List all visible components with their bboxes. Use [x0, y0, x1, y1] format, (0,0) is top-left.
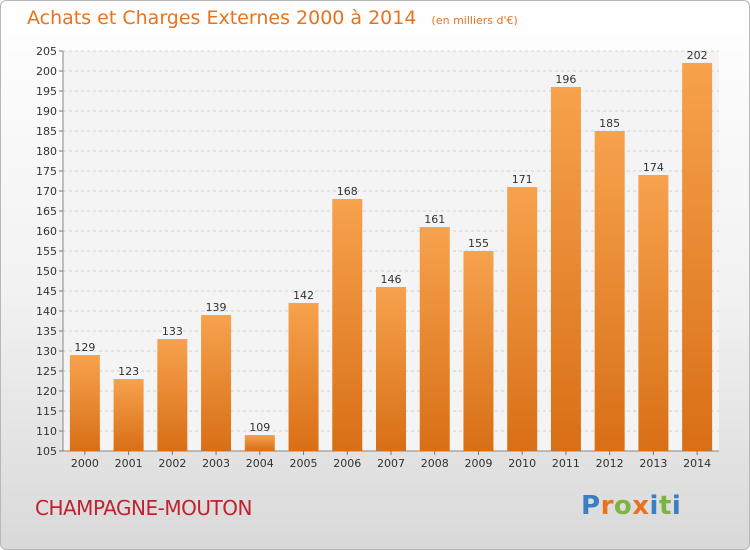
bar: [201, 315, 232, 451]
y-tick-label: 165: [36, 205, 57, 218]
data-label: 133: [162, 325, 183, 338]
x-tick-label: 2007: [377, 457, 405, 470]
logo-letter: i: [671, 491, 682, 521]
bar: [638, 175, 669, 451]
x-tick-label: 2004: [246, 457, 274, 470]
data-label: 139: [206, 301, 227, 314]
y-tick-label: 160: [36, 225, 57, 238]
location-label: CHAMPAGNE-MOUTON: [35, 496, 252, 520]
bar: [69, 355, 100, 451]
data-label: 109: [249, 421, 270, 434]
data-label: 168: [337, 185, 358, 198]
bar: [463, 251, 494, 451]
y-tick-label: 120: [36, 385, 57, 398]
proxiti-logo: Proxiti: [581, 491, 681, 521]
x-tick-label: 2006: [333, 457, 361, 470]
y-tick-label: 200: [36, 65, 57, 78]
data-label: 202: [687, 49, 708, 62]
y-tick-label: 175: [36, 165, 57, 178]
data-label: 146: [381, 273, 402, 286]
y-tick-label: 115: [36, 405, 57, 418]
logo-letter: t: [658, 491, 672, 521]
data-label: 123: [118, 365, 139, 378]
bar: [507, 187, 538, 451]
x-tick-label: 2011: [552, 457, 580, 470]
bar: [419, 227, 450, 451]
y-tick-label: 195: [36, 85, 57, 98]
data-label: 142: [293, 289, 314, 302]
bar: [594, 131, 625, 451]
y-tick-label: 140: [36, 305, 57, 318]
bar: [157, 339, 188, 451]
data-label: 161: [424, 213, 445, 226]
x-tick-label: 2000: [71, 457, 99, 470]
chart-unit: (en milliers d'€): [431, 14, 518, 27]
y-tick-label: 170: [36, 185, 57, 198]
bar: [288, 303, 319, 451]
x-tick-label: 2009: [464, 457, 492, 470]
x-tick-label: 2003: [202, 457, 230, 470]
data-label: 185: [599, 117, 620, 130]
chart-title: Achats et Charges Externes 2000 à 2014: [27, 7, 417, 29]
x-tick-label: 2014: [683, 457, 711, 470]
y-tick-label: 110: [36, 425, 57, 438]
data-label: 155: [468, 237, 489, 250]
y-tick-label: 105: [36, 445, 57, 458]
x-tick-label: 2013: [639, 457, 667, 470]
logo-letter: P: [581, 491, 601, 521]
logo-letter: o: [613, 491, 633, 521]
data-label: 129: [74, 341, 95, 354]
y-tick-label: 185: [36, 125, 57, 138]
bar: [376, 287, 406, 451]
y-tick-label: 180: [36, 145, 57, 158]
y-tick-label: 155: [36, 245, 57, 258]
x-tick-label: 2008: [421, 457, 449, 470]
data-label: 171: [512, 173, 533, 186]
bar: [332, 199, 363, 451]
y-tick-label: 125: [36, 365, 57, 378]
logo-letter: i: [649, 491, 659, 521]
y-tick-label: 190: [36, 105, 57, 118]
y-tick-label: 150: [36, 265, 57, 278]
bar: [550, 87, 581, 451]
bar: [113, 379, 144, 451]
y-tick-label: 130: [36, 345, 57, 358]
logo-letter: x: [632, 491, 650, 521]
data-label: 174: [643, 161, 664, 174]
y-tick-label: 135: [36, 325, 57, 338]
bar: [244, 435, 275, 451]
title-row: Achats et Charges Externes 2000 à 2014 (…: [27, 7, 518, 29]
y-tick-label: 205: [36, 45, 57, 58]
x-tick-label: 2012: [596, 457, 624, 470]
data-label: 196: [555, 73, 576, 86]
bar: [682, 63, 713, 451]
x-tick-label: 2005: [290, 457, 318, 470]
x-tick-label: 2002: [158, 457, 186, 470]
logo-letter: r: [600, 491, 614, 521]
y-tick-label: 145: [36, 285, 57, 298]
x-tick-label: 2010: [508, 457, 536, 470]
x-tick-label: 2001: [115, 457, 143, 470]
